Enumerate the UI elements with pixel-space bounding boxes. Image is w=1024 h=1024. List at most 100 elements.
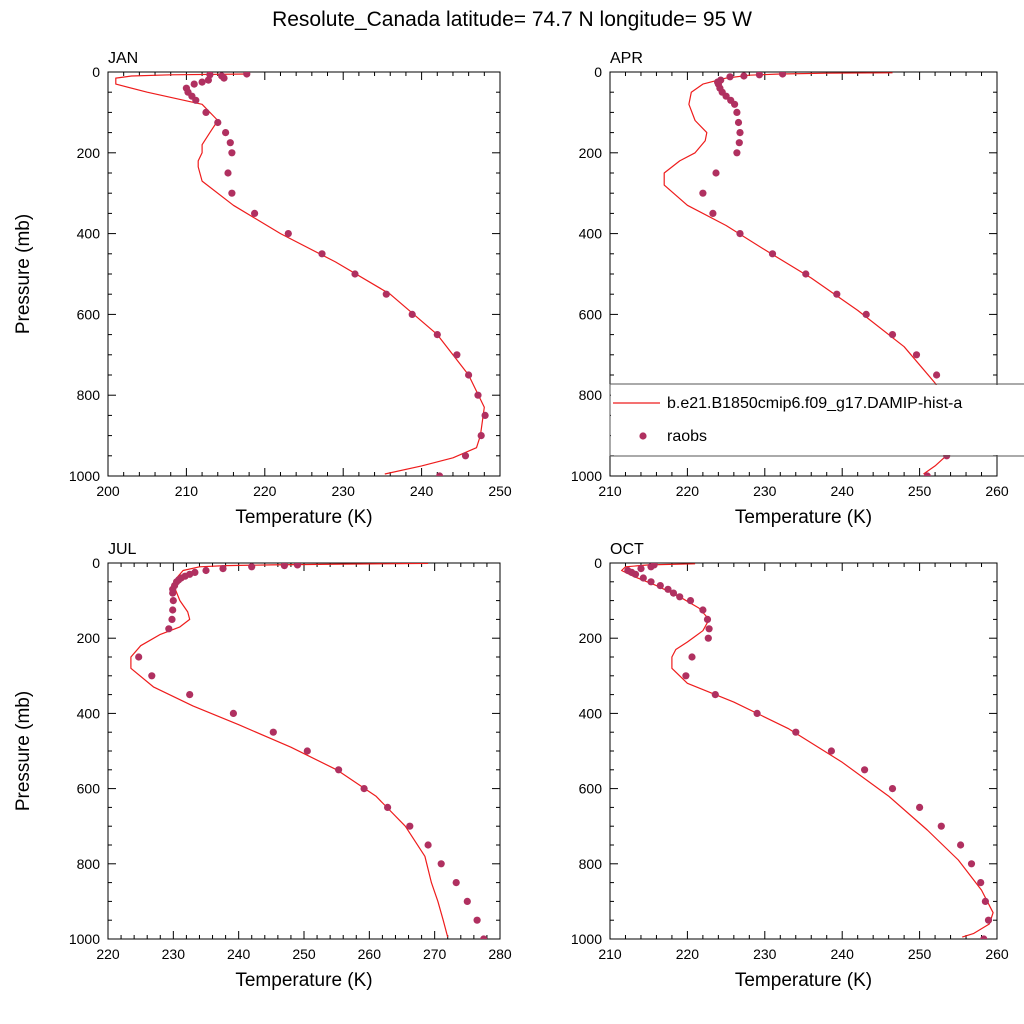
- raobs-point: [977, 879, 985, 887]
- raobs-point: [228, 149, 236, 157]
- raobs-point: [669, 589, 678, 597]
- raobs-point: [779, 72, 787, 78]
- x-tick-label: 200: [96, 483, 120, 499]
- raobs-point: [360, 785, 368, 793]
- y-tick-label: 200: [579, 630, 603, 646]
- x-tick-label: 280: [488, 946, 512, 962]
- plot-data: [130, 563, 488, 939]
- y-tick-label: 800: [579, 856, 603, 872]
- x-tick-label: 260: [985, 483, 1009, 499]
- raobs-point: [888, 331, 897, 339]
- raobs-point: [802, 270, 810, 278]
- raobs-point: [984, 916, 993, 924]
- x-axis-label: Temperature (K): [235, 507, 372, 528]
- model-profile-line: [115, 73, 485, 475]
- raobs-point: [224, 169, 232, 177]
- x-tick-label: 210: [598, 946, 622, 962]
- raobs-point: [755, 72, 763, 79]
- raobs-point: [647, 578, 655, 586]
- raobs-point: [473, 916, 481, 924]
- raobs-point: [734, 118, 743, 127]
- raobs-point: [676, 593, 684, 601]
- raobs-point: [735, 139, 743, 147]
- raobs-point: [912, 351, 921, 359]
- x-tick-label: 210: [598, 483, 622, 499]
- raobs-point: [384, 803, 392, 812]
- raobs-point: [463, 897, 471, 906]
- raobs-point: [656, 582, 664, 590]
- x-axis-label: Temperature (K): [735, 970, 872, 991]
- raobs-point: [639, 574, 647, 582]
- y-tick-label: 800: [579, 387, 603, 403]
- y-tick-label: 600: [579, 781, 603, 797]
- y-tick-label: 0: [594, 64, 602, 80]
- raobs-point: [682, 672, 690, 680]
- raobs-point: [382, 290, 390, 298]
- y-tick-label: 600: [77, 781, 101, 797]
- legend-model-label: b.e21.B1850cmip6.f09_g17.DAMIP-hist-a: [667, 395, 962, 412]
- y-tick-label: 400: [579, 226, 603, 242]
- plot-frame: [107, 71, 501, 477]
- raobs-point: [753, 709, 761, 718]
- raobs-point: [248, 563, 256, 571]
- raobs-point: [318, 250, 326, 258]
- plot-data: [115, 72, 489, 476]
- x-tick-label: 240: [831, 483, 855, 499]
- x-axis-label: Temperature (K): [235, 970, 372, 991]
- raobs-point: [165, 625, 173, 633]
- x-tick-label: 240: [227, 946, 251, 962]
- raobs-point: [733, 149, 741, 157]
- raobs-point: [726, 73, 734, 81]
- panel-jan: JAN 200 210 220 230 240 250 0 200 400 600 800 1000 Te…: [13, 50, 512, 528]
- raobs-point: [705, 625, 713, 633]
- raobs-point: [686, 597, 695, 605]
- panel-label: JUL: [108, 541, 137, 558]
- raobs-point: [768, 250, 777, 258]
- raobs-point: [481, 411, 489, 419]
- raobs-point: [461, 452, 470, 460]
- raobs-point: [647, 563, 655, 571]
- raobs-point: [957, 841, 965, 849]
- raobs-point: [351, 270, 359, 278]
- raobs-point: [731, 100, 739, 108]
- raobs-point: [186, 691, 194, 699]
- raobs-point: [280, 563, 288, 570]
- raobs-point: [711, 691, 719, 699]
- x-tick-label: 240: [410, 483, 434, 499]
- raobs-point: [190, 80, 198, 88]
- x-tick-label: 230: [162, 946, 186, 962]
- raobs-point: [664, 585, 672, 593]
- raobs-point: [408, 310, 416, 318]
- raobs-point: [477, 432, 485, 440]
- raobs-point: [335, 766, 343, 774]
- raobs-point: [169, 597, 177, 605]
- model-profile-line: [620, 563, 994, 938]
- y-tick-label: 1000: [571, 931, 602, 947]
- y-axis-label: Pressure (mb): [13, 691, 34, 811]
- plot-frame: [609, 562, 998, 940]
- x-axis-label: Temperature (K): [735, 507, 872, 528]
- raobs-point: [192, 96, 200, 104]
- raobs-point: [453, 351, 461, 359]
- x-tick-label: 230: [332, 483, 356, 499]
- x-tick-label: 250: [908, 946, 932, 962]
- raobs-point: [214, 118, 222, 127]
- raobs-point: [736, 230, 744, 238]
- raobs-point: [733, 108, 741, 116]
- plot-data: [620, 563, 994, 939]
- raobs-point: [148, 672, 156, 680]
- raobs-point: [219, 565, 227, 573]
- raobs-point: [293, 563, 302, 569]
- panel-jul: JUL 220 230 240 250 260 270 280 0 200 400 600 800 100…: [13, 541, 512, 991]
- panel-label: JAN: [108, 50, 138, 67]
- x-tick-label: 260: [985, 946, 1009, 962]
- raobs-point: [631, 570, 640, 578]
- y-tick-label: 200: [579, 145, 603, 161]
- y-tick-label: 200: [77, 630, 101, 646]
- raobs-point: [169, 589, 177, 597]
- raobs-point: [888, 785, 897, 793]
- y-tick-label: 1000: [571, 468, 602, 484]
- raobs-point: [284, 230, 292, 238]
- raobs-point: [168, 615, 176, 624]
